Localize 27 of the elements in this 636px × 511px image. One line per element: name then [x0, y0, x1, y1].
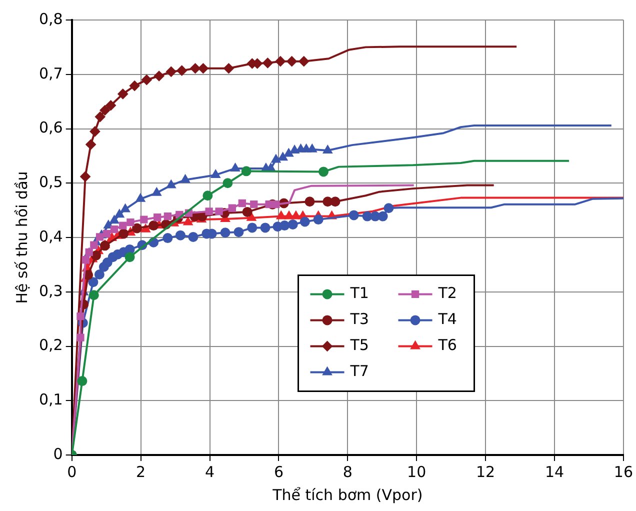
y-tick-label: 0: [53, 444, 63, 463]
y-axis-title: Hệ số thu hồi dầu: [12, 171, 31, 304]
y-tick-label: 0,8: [38, 10, 63, 28]
x-tick-label: 16: [614, 462, 634, 481]
x-tick-label: 4: [204, 462, 215, 481]
x-tick-label: 12: [476, 462, 496, 481]
x-tick-label: 8: [342, 462, 352, 481]
legend-label: T4: [437, 310, 457, 328]
y-tick-label: 0,7: [38, 64, 63, 82]
y-tick-label: 0,3: [38, 282, 63, 300]
legend-label: T1: [349, 284, 369, 302]
x-axis-title: Thể tích bơm (Vpor): [272, 486, 423, 504]
x-tick-label: 0: [67, 462, 77, 481]
x-tick-label: 6: [274, 462, 284, 481]
legend-label: T3: [349, 310, 369, 328]
legend-label: T7: [349, 362, 369, 380]
x-tick-label: 14: [544, 462, 564, 481]
y-tick-label: 0,2: [38, 336, 63, 354]
x-tick-label: 2: [136, 462, 146, 481]
legend-label: T6: [437, 336, 457, 354]
y-tick-label: 0,4: [38, 227, 63, 246]
y-tick-label: 0,6: [38, 118, 63, 137]
legend-label: T2: [437, 284, 457, 302]
y-tick-label: 0,5: [38, 173, 63, 192]
x-tick-label: 10: [407, 462, 426, 481]
legend-label: T5: [349, 336, 369, 354]
y-tick-label: 0,1: [38, 390, 63, 409]
